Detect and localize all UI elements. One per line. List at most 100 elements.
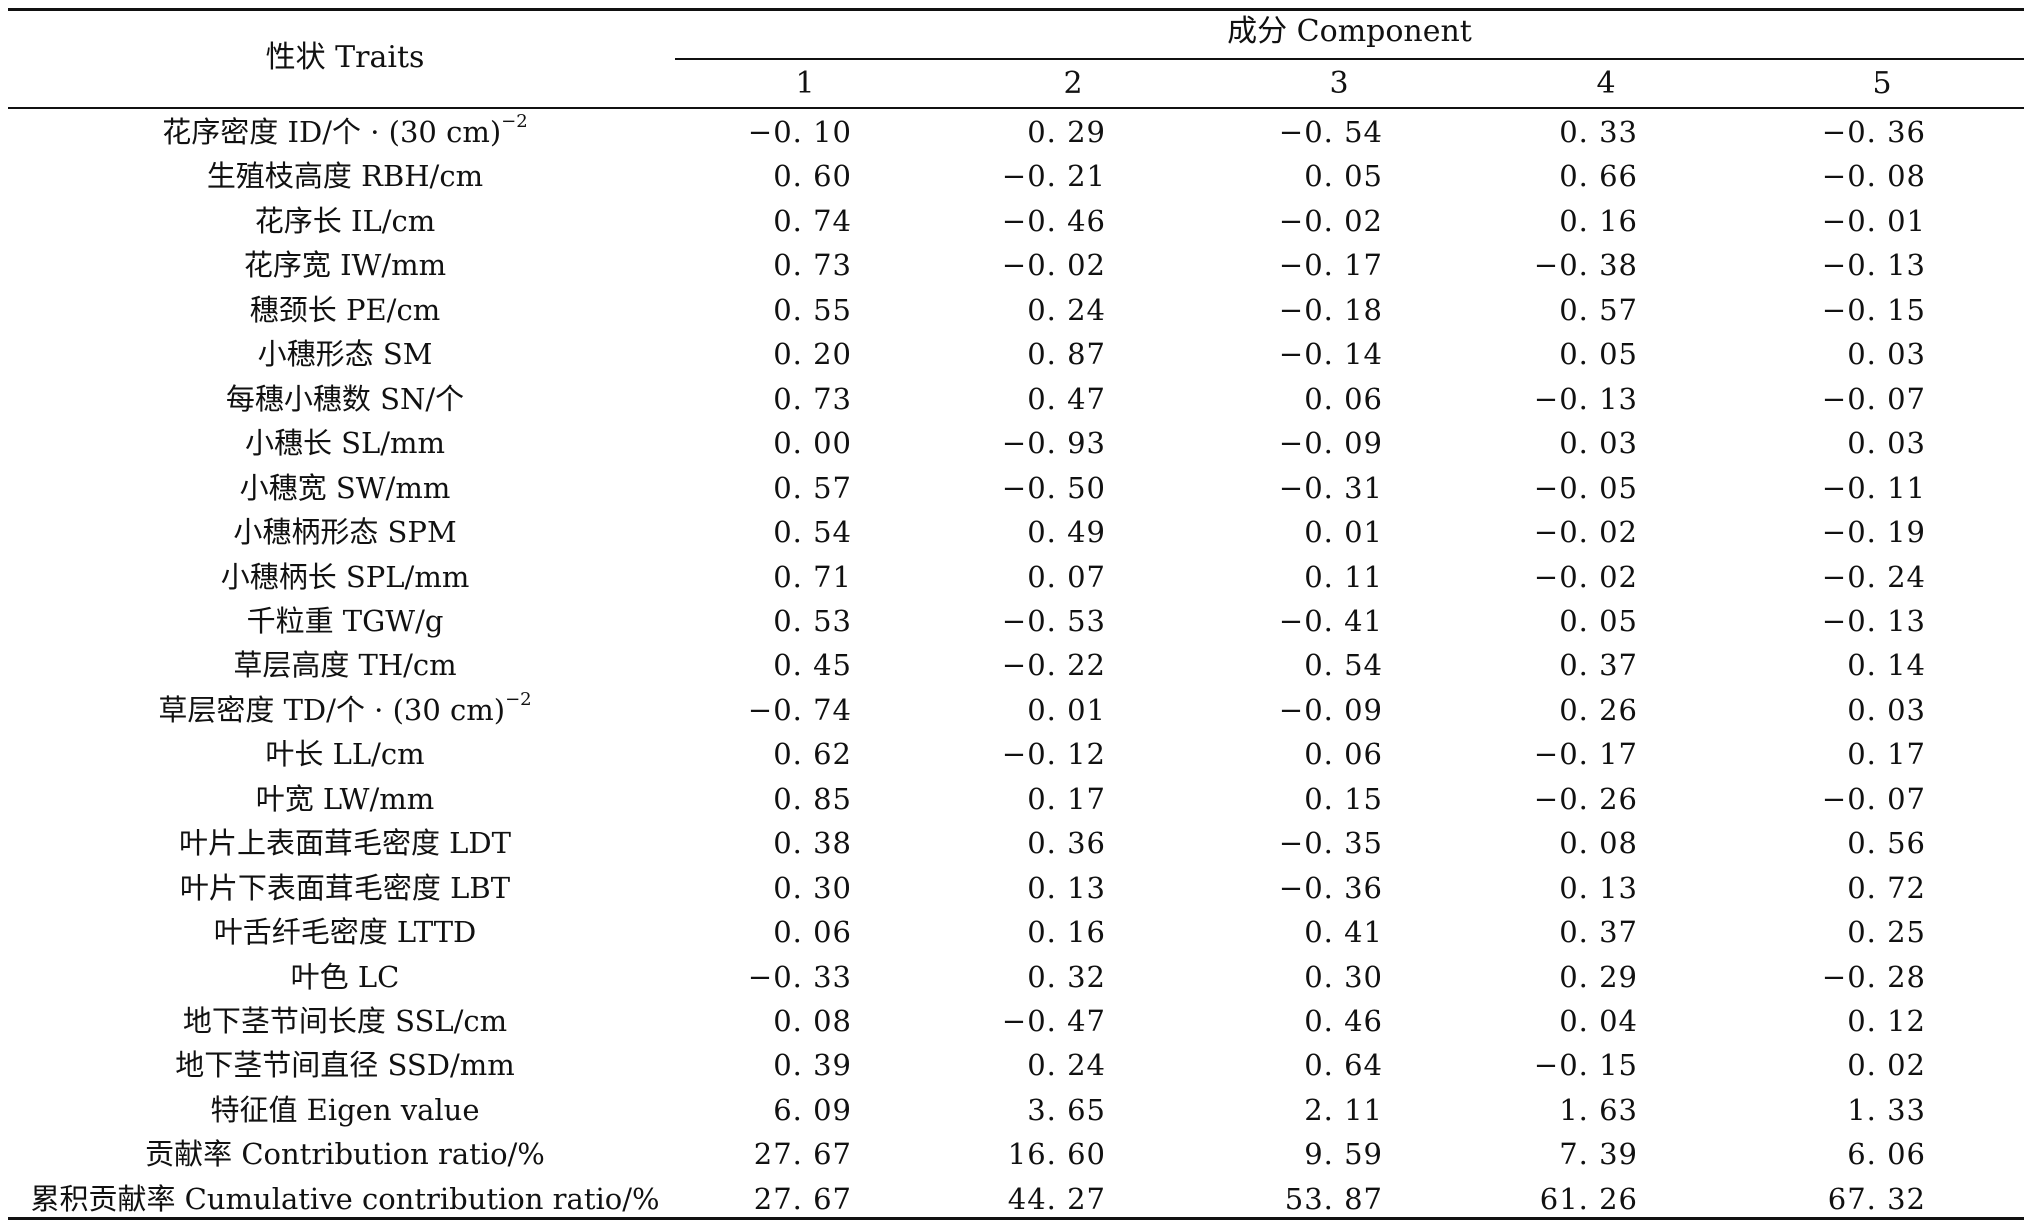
- loading-value-c5: −0. 15: [1821, 292, 1926, 327]
- loading-value-c4: −0. 17: [1533, 737, 1638, 772]
- trait-text: 累积贡献率 Cumulative contribution ratio/%: [30, 1181, 660, 1216]
- loading-value-c5: 0. 12: [1847, 1004, 1926, 1038]
- header-bottom-rule: [8, 107, 2024, 109]
- loading-value-c2: 0. 24: [1027, 1048, 1106, 1083]
- loading-value-c4: 0. 37: [1559, 915, 1638, 950]
- loading-value-c5: 6. 06: [1847, 1137, 1926, 1172]
- loading-value-c2: −0. 50: [1001, 470, 1106, 505]
- loading-value-c4: −0. 15: [1533, 1048, 1638, 1083]
- loading-value-c5: −0. 13: [1821, 603, 1926, 638]
- trait-text: 贡献率 Contribution ratio/%: [145, 1137, 545, 1172]
- loading-value-c4: 0. 03: [1559, 426, 1638, 461]
- trait-label: 花序长 IL/cm: [0, 199, 690, 243]
- loading-value-c4: 0. 13: [1559, 870, 1638, 905]
- trait-label: 草层高度 TH/cm: [0, 643, 690, 687]
- loading-value-c5: −0. 07: [1821, 781, 1926, 816]
- loading-value-c3: −0. 09: [1278, 426, 1383, 461]
- loading-value-c1: 0. 62: [773, 737, 852, 772]
- loading-value-c5: 0. 14: [1847, 648, 1926, 683]
- trait-text: 小穗长 SL/mm: [244, 426, 446, 461]
- trait-label: 小穗宽 SW/mm: [0, 466, 690, 510]
- loading-value-c4: 0. 57: [1559, 292, 1638, 327]
- loading-value-c3: −0. 31: [1278, 470, 1383, 505]
- loading-value-c5: 1. 33: [1847, 1092, 1926, 1127]
- trait-label: 累积贡献率 Cumulative contribution ratio/%: [0, 1177, 690, 1221]
- loading-value-c5: 0. 03: [1847, 426, 1926, 461]
- trait-label: 小穗柄形态 SPM: [0, 510, 690, 554]
- loading-value-c1: 0. 71: [773, 559, 852, 594]
- trait-text: 小穗柄长 SPL/mm: [220, 559, 470, 594]
- loading-value-c2: −0. 53: [1001, 603, 1106, 638]
- loading-value-c4: 0. 33: [1559, 115, 1638, 149]
- loading-value-c1: 6. 09: [773, 1092, 852, 1127]
- loading-value-c1: 0. 74: [773, 203, 852, 238]
- loading-value-c2: −0. 12: [1001, 737, 1106, 772]
- loading-value-c2: 0. 29: [1027, 115, 1106, 149]
- loading-value-c3: −0. 14: [1278, 337, 1383, 372]
- loading-value-c2: 0. 17: [1027, 781, 1106, 816]
- trait-label: 千粒重 TGW/g: [0, 599, 690, 643]
- loading-value-c2: −0. 21: [1001, 159, 1106, 194]
- trait-label: 草层密度 TD/个 · (30 cm)−2: [0, 688, 690, 732]
- loading-value-c4: 0. 29: [1559, 959, 1638, 994]
- trait-label: 花序密度 ID/个 · (30 cm)−2: [0, 110, 690, 154]
- loading-value-c3: −0. 02: [1278, 203, 1383, 238]
- loading-value-c5: −0. 28: [1821, 959, 1926, 994]
- loading-value-c2: 0. 07: [1027, 559, 1106, 594]
- loading-value-c4: −0. 38: [1533, 248, 1638, 283]
- column-header-3: 3: [1329, 66, 1349, 101]
- loading-value-c2: 44. 27: [1007, 1181, 1106, 1216]
- loading-value-c1: 0. 06: [773, 915, 852, 950]
- loading-value-c1: 0. 39: [773, 1048, 852, 1083]
- loading-value-c5: −0. 07: [1821, 381, 1926, 416]
- column-header-5: 5: [1872, 66, 1892, 101]
- loading-value-c1: 27. 67: [753, 1137, 852, 1172]
- loading-value-c1: 0. 00: [773, 426, 852, 461]
- trait-text: 特征值 Eigen value: [210, 1092, 480, 1127]
- trait-text: 叶色 LC: [290, 959, 400, 994]
- trait-label: 贡献率 Contribution ratio/%: [0, 1132, 690, 1176]
- loading-value-c5: 0. 02: [1847, 1048, 1926, 1083]
- trait-text: 千粒重 TGW/g: [246, 603, 444, 638]
- trait-text: 草层密度 TD/个 · (30 cm): [158, 692, 506, 727]
- loading-value-c2: −0. 93: [1001, 426, 1106, 461]
- loading-value-c1: 0. 73: [773, 381, 852, 416]
- trait-label: 叶色 LC: [0, 955, 690, 999]
- trait-label: 地下茎节间直径 SSD/mm: [0, 1043, 690, 1087]
- loading-value-c2: 0. 36: [1027, 826, 1106, 861]
- top-rule: [8, 8, 2024, 11]
- trait-text: 花序密度 ID/个 · (30 cm): [162, 115, 502, 149]
- trait-text: 生殖枝高度 RBH/cm: [206, 159, 484, 194]
- loading-value-c2: 3. 65: [1027, 1092, 1106, 1127]
- loading-value-c4: −0. 05: [1533, 470, 1638, 505]
- loading-value-c4: 0. 05: [1559, 603, 1638, 638]
- trait-text: 每穗小穗数 SN/个: [225, 381, 465, 416]
- loading-value-c2: −0. 22: [1001, 648, 1106, 683]
- trait-text: 地下茎节间直径 SSD/mm: [175, 1048, 515, 1083]
- loading-value-c3: −0. 35: [1278, 826, 1383, 861]
- loading-value-c1: 0. 20: [773, 337, 852, 372]
- column-header-1: 1: [795, 66, 815, 101]
- loading-value-c1: 0. 54: [773, 515, 852, 550]
- component-header: 成分 Component: [1227, 14, 1472, 49]
- trait-text: 小穗形态 SM: [257, 337, 433, 372]
- loading-value-c3: 0. 64: [1304, 1048, 1383, 1083]
- loading-value-c3: −0. 17: [1278, 248, 1383, 283]
- loading-value-c5: −0. 19: [1821, 515, 1926, 550]
- loading-value-c1: 0. 55: [773, 292, 852, 327]
- loading-value-c3: −0. 09: [1278, 692, 1383, 727]
- loading-value-c1: 0. 53: [773, 603, 852, 638]
- loading-value-c5: 67. 32: [1827, 1181, 1926, 1216]
- trait-label: 花序宽 IW/mm: [0, 243, 690, 287]
- loading-value-c3: 0. 30: [1304, 959, 1383, 994]
- loading-value-c2: 0. 32: [1027, 959, 1106, 994]
- loading-value-c5: 0. 25: [1847, 915, 1926, 950]
- trait-label: 叶片上表面茸毛密度 LDT: [0, 821, 690, 865]
- loading-value-c1: 0. 38: [773, 826, 852, 861]
- trait-label: 穗颈长 PE/cm: [0, 288, 690, 332]
- trait-label: 叶长 LL/cm: [0, 732, 690, 776]
- loading-value-c5: −0. 08: [1821, 159, 1926, 194]
- loading-value-c5: 0. 17: [1847, 737, 1926, 772]
- trait-label: 特征值 Eigen value: [0, 1088, 690, 1132]
- loading-value-c5: −0. 11: [1821, 470, 1926, 505]
